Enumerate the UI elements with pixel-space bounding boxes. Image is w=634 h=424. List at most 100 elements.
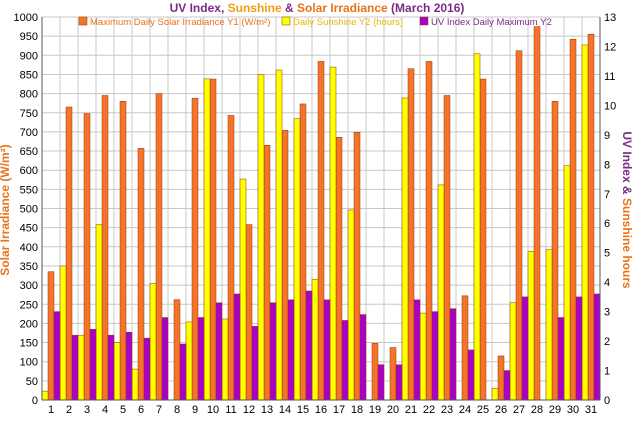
bar-3-day-26: [503, 370, 511, 401]
bar-2-day-2: [59, 265, 67, 401]
left-tick-label: 850: [20, 69, 38, 81]
bar-3-day-27: [521, 296, 529, 401]
x-tick-label: 25: [477, 404, 489, 416]
left-tick-label: 950: [20, 31, 38, 43]
right-label-part: Sunshine hours: [620, 198, 634, 289]
left-tick-label: 400: [20, 242, 38, 254]
bar-1-day-17: [335, 137, 343, 401]
bar-3-day-9: [197, 317, 205, 401]
bar-2-day-10: [203, 78, 211, 401]
bar-1-day-13: [263, 145, 271, 401]
title-part: UV Index: [170, 1, 222, 15]
x-tick-label: 4: [102, 404, 108, 416]
right-tick-label: 6: [604, 218, 610, 230]
bar-1-day-18: [353, 132, 361, 401]
bar-1-day-11: [227, 115, 235, 401]
legend-swatch-1: [78, 16, 88, 26]
bar-1-day-8: [173, 299, 181, 401]
bar-1-day-1: [47, 271, 55, 401]
title-part: (March 2016): [388, 1, 465, 15]
title-part: &: [282, 1, 297, 15]
left-tick-label: 100: [20, 357, 38, 369]
x-tick-label: 9: [192, 404, 198, 416]
bar-3-day-5: [125, 331, 133, 401]
x-tick-label: 6: [138, 404, 144, 416]
bar-2-day-7: [149, 283, 157, 401]
left-tick-label: 0: [32, 395, 38, 407]
chart-title: UV Index, Sunshine & Solar Irradiance (M…: [170, 1, 465, 15]
bar-3-day-15: [305, 290, 313, 401]
bar-2-day-16: [311, 278, 319, 401]
left-tick-label: 600: [20, 165, 38, 177]
right-tick-label: 10: [604, 100, 616, 112]
left-tick-label: 650: [20, 146, 38, 158]
left-tick-label: 800: [20, 89, 38, 101]
bar-2-day-15: [293, 118, 301, 401]
bar-1-day-10: [209, 78, 217, 401]
right-tick-label: 13: [604, 12, 616, 24]
x-tick-label: 18: [351, 404, 363, 416]
left-tick-label: 700: [20, 127, 38, 139]
right-label-part: &: [620, 183, 634, 198]
bar-3-day-10: [215, 302, 223, 401]
legend: Maximum Daily Solar Irradiance Y1 (W/m²)…: [78, 16, 552, 28]
bar-3-day-12: [251, 326, 259, 401]
bar-2-day-30: [563, 165, 571, 401]
bar-3-day-20: [395, 364, 403, 401]
x-tick-label: 29: [549, 404, 561, 416]
bar-2-day-5: [113, 342, 121, 401]
bar-3-day-14: [287, 299, 295, 401]
axes-layer: [41, 17, 601, 401]
x-axis-ticks: 1 2 3 4 5 6 7 8 9 10 11 12 13 14 15 16 17 18 19 20 21 22 23 24 2…: [48, 404, 597, 416]
right-tick-label: 1: [604, 366, 610, 378]
bar-3-day-6: [143, 337, 151, 401]
right-tick-label: 0: [604, 395, 610, 407]
title-part: Solar Irradiance: [297, 1, 388, 15]
bar-3-day-18: [359, 314, 367, 401]
right-tick-label: 11: [604, 71, 615, 83]
x-tick-label: 12: [243, 404, 255, 416]
bar-1-day-19: [371, 343, 379, 401]
right-axis-label: UV Index & Sunshine hours: [620, 131, 634, 289]
legend-swatch-3: [419, 16, 429, 26]
bar-1-day-20: [389, 347, 397, 401]
bar-3-day-2: [71, 334, 79, 401]
bar-3-day-24: [467, 349, 475, 401]
x-tick-label: 3: [84, 404, 90, 416]
x-tick-label: 23: [441, 404, 453, 416]
bar-2-day-29: [545, 249, 553, 401]
x-tick-label: 26: [495, 404, 507, 416]
bar-2-day-9: [185, 321, 193, 401]
bar-1-day-14: [281, 130, 289, 401]
bar-3-day-23: [449, 308, 457, 401]
bar-3-day-4: [107, 334, 115, 401]
x-tick-label: 14: [279, 404, 291, 416]
title-part: Sunshine: [228, 1, 282, 15]
bar-1-day-28: [533, 26, 541, 401]
title-part: ,: [221, 1, 228, 15]
bar-2-day-11: [221, 318, 229, 401]
left-tick-label: 300: [20, 280, 38, 292]
x-tick-label: 15: [297, 404, 309, 416]
bar-1-day-16: [317, 61, 325, 401]
left-tick-label: 200: [20, 318, 38, 330]
bar-1-day-3: [83, 113, 91, 401]
bar-1-day-7: [155, 93, 163, 401]
bar-3-day-1: [53, 311, 61, 401]
bar-3-day-13: [269, 302, 277, 401]
bar-3-day-30: [575, 296, 583, 401]
bar-2-day-13: [257, 74, 265, 401]
bar-1-day-31: [587, 33, 595, 401]
bar-2-day-21: [401, 97, 409, 401]
left-tick-label: 500: [20, 204, 38, 216]
right-tick-label: 12: [604, 41, 616, 53]
bar-3-day-17: [341, 320, 349, 401]
bar-2-day-6: [131, 368, 139, 401]
bar-3-day-7: [161, 317, 169, 401]
bar-1-day-4: [101, 95, 109, 401]
bar-3-day-11: [233, 293, 241, 401]
left-tick-label: 150: [20, 338, 38, 350]
